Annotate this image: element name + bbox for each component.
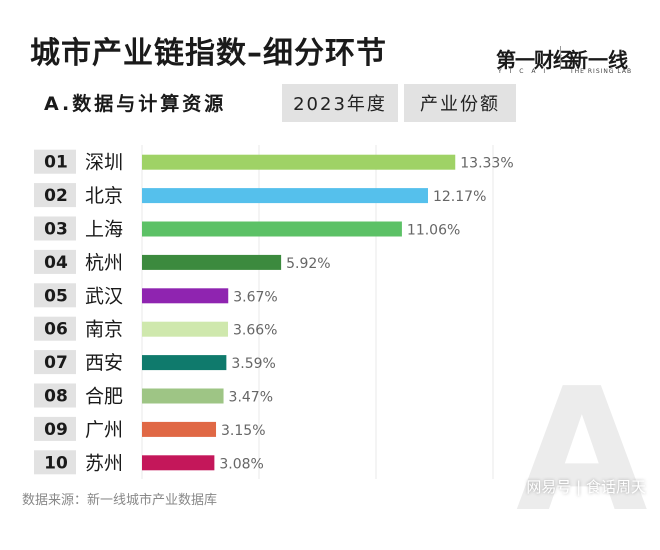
city-label: 北京 [85,185,123,207]
city-label: 西安 [85,352,123,374]
rank-label: 01 [44,153,68,173]
rank-label: 10 [44,453,68,473]
value-label: 3.08% [219,456,263,472]
rank-label: 03 [44,220,68,240]
rank-label: 08 [44,387,68,407]
rank-box [34,350,76,375]
rank-box [34,383,76,408]
city-label: 深圳 [85,152,123,174]
bar [142,321,229,337]
bar [142,288,229,304]
bar [142,221,402,237]
city-label: 合肥 [85,386,123,408]
logo-divider [560,46,561,70]
value-label: 5.92% [286,256,330,272]
rising-lab-logo: 新一线 [568,48,628,72]
bar [142,355,227,371]
city-label: 武汉 [85,285,123,307]
rank-label: 02 [44,186,68,206]
rising-lab-logo-sub: THE RISING LAB [570,68,633,75]
city-label: 苏州 [85,452,123,474]
rank-box [34,216,76,241]
rank-box [34,249,76,274]
value-label: 13.33% [460,156,513,172]
value-label: 3.59% [231,356,275,372]
city-label: 杭州 [85,252,123,274]
year-tag: 2023年度 [282,84,398,122]
bar-chart: 01 深圳 13.33% 02 北京 12.17% 03 上海 11.06% 04 杭州 5.92% 0… [34,145,514,479]
brand-logos: 第一财经 Y I C A I 新一线 THE RISING LAB [496,44,636,75]
rank-box [34,416,76,441]
bar [142,421,217,437]
city-label: 南京 [85,319,123,341]
value-label: 12.17% [433,189,486,205]
value-label: 3.66% [233,323,277,339]
rank-box [34,450,76,475]
rank-label: 06 [44,320,68,340]
value-label: 3.67% [233,289,277,305]
value-label: 3.47% [229,390,273,406]
bar [142,388,224,404]
bar [142,154,456,170]
page-title: 城市产业链指数–细分环节 [30,36,387,71]
rank-box [34,149,76,174]
metric-tag: 产业份额 [404,84,516,122]
section-heading: A.数据与计算资源 [44,93,227,115]
bar [142,455,215,471]
rank-label: 05 [44,286,68,306]
bar [142,254,282,270]
rank-label: 07 [44,353,68,373]
rank-label: 04 [44,253,68,273]
bar [142,188,428,204]
yicai-logo-sub: Y I C A I [498,68,549,75]
rank-label: 09 [44,420,68,440]
rank-box [34,283,76,308]
platform-watermark: 网易号 | 食话周天 [526,478,646,496]
city-label: 广州 [85,419,123,441]
data-source-note: 数据来源：新一线城市产业数据库 [22,493,218,508]
value-label: 3.15% [221,423,265,439]
value-label: 11.06% [407,223,460,239]
rank-box [34,183,76,208]
rank-box [34,316,76,341]
city-label: 上海 [85,219,123,241]
